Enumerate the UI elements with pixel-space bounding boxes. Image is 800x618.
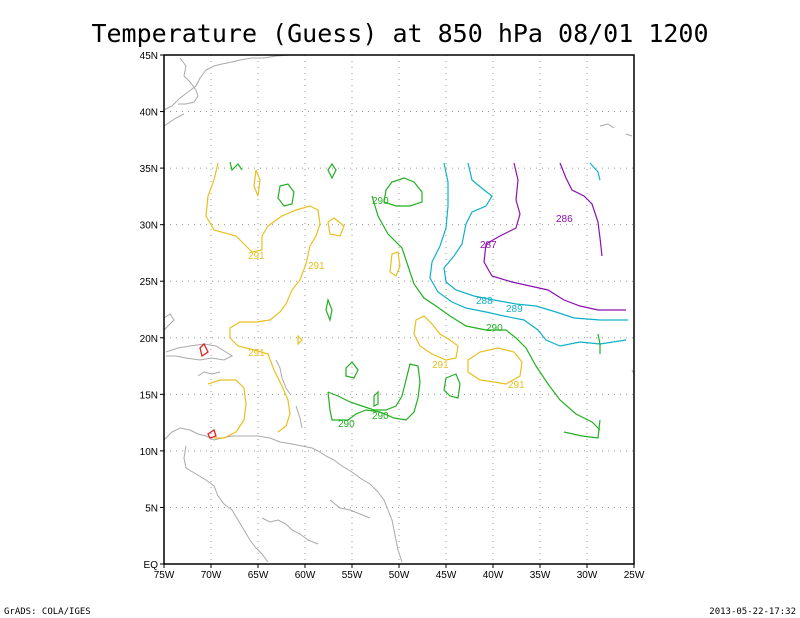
longitude-tick-label: 65W — [248, 570, 269, 581]
latitude-tick-label: 45N — [140, 51, 158, 62]
latitude-tick-label: 40N — [140, 108, 158, 119]
longitude-tick-label: 75W — [154, 570, 175, 581]
contour-label: 290 — [486, 323, 503, 334]
longitude-tick-label: 55W — [342, 570, 363, 581]
longitude-tick-label: 60W — [295, 570, 316, 581]
latitude-tick-label: 20N — [140, 334, 158, 345]
latitude-tick-label: 25N — [140, 277, 158, 288]
latitude-tick-label: 10N — [140, 447, 158, 458]
longitude-tick-label: 30W — [577, 570, 598, 581]
contour-label: 289 — [506, 304, 523, 315]
latitude-tick-label: EQ — [144, 560, 159, 571]
latitude-tick-label: 30N — [140, 221, 158, 232]
contour-label: 287 — [480, 240, 497, 251]
latitude-tick-label: 15N — [140, 390, 158, 401]
contour-label: 288 — [476, 296, 493, 307]
longitude-tick-label: 25W — [624, 570, 645, 581]
longitude-tick-label: 45W — [436, 570, 457, 581]
contour-label: 290 — [338, 419, 355, 430]
footer-software-credit: GrADS: COLA/IGES — [4, 607, 91, 617]
contour-label: 291 — [308, 261, 325, 272]
longitude-axis: 75W 70W 65W 60W 55W 50W 45W 40W 35W 30W 25W — [154, 564, 645, 581]
latitude-axis: EQ 5N 10N 15N 20N 25N 30N 35N 40N 45N — [140, 51, 164, 571]
graticule — [164, 55, 634, 564]
contour-labels: 290 291 291 287 286 288 289 290 291 291 … — [248, 196, 573, 430]
contour-label: 291 — [432, 360, 449, 371]
longitude-tick-label: 50W — [389, 570, 410, 581]
longitude-tick-label: 40W — [483, 570, 504, 581]
longitude-tick-label: 35W — [530, 570, 551, 581]
latitude-tick-label: 35N — [140, 164, 158, 175]
contour-label: 291 — [248, 348, 265, 359]
contour-label: 291 — [248, 251, 265, 262]
contour-label: 291 — [508, 380, 525, 391]
longitude-tick-label: 70W — [201, 570, 222, 581]
latitude-tick-label: 5N — [145, 503, 158, 514]
contour-label: 290 — [372, 411, 389, 422]
map-title: Temperature (Guess) at 850 hPa 08/01 120… — [91, 19, 708, 48]
coastlines — [163, 54, 635, 563]
contour-lines — [199, 161, 628, 439]
footer-timestamp: 2013-05-22-17:32 — [709, 607, 796, 617]
contour-label: 290 — [372, 196, 389, 207]
contour-label: 286 — [556, 214, 573, 225]
